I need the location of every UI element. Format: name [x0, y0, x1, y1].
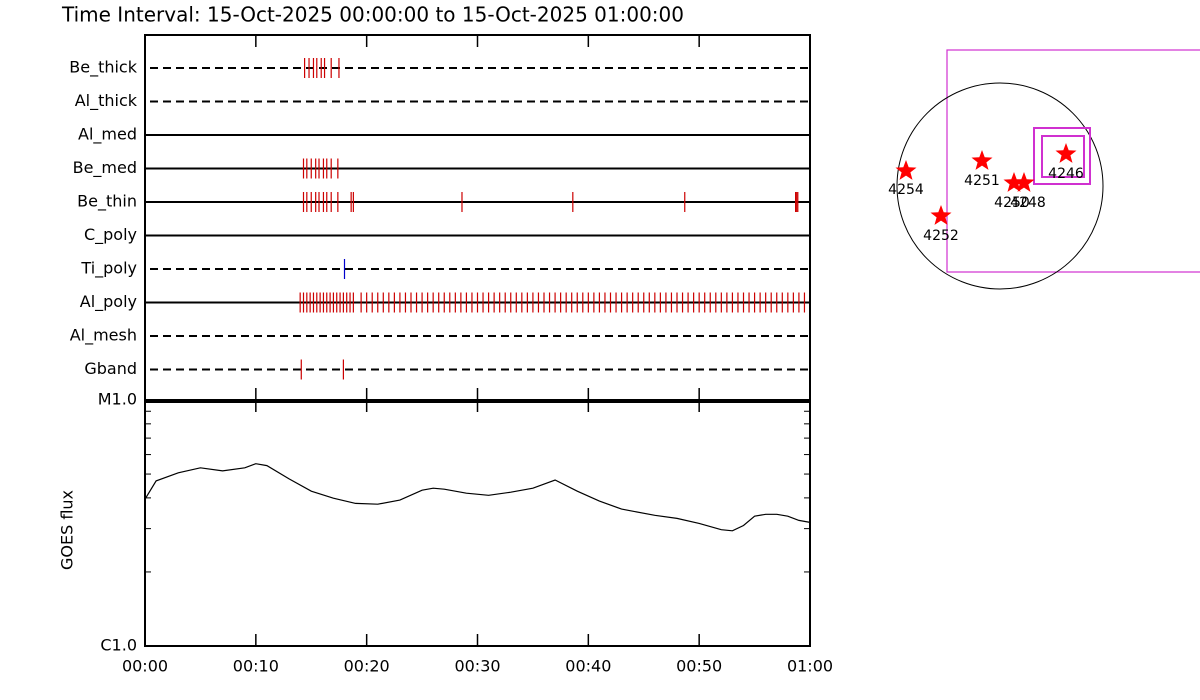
filter-label: Be_thin: [77, 192, 137, 212]
target-box: [1033, 127, 1091, 185]
region-star: [895, 160, 917, 180]
x-tick-label: 01:00: [787, 657, 833, 676]
region-label: 4250: [994, 195, 1030, 211]
target-box-inner: [1041, 135, 1085, 178]
filter-label: Al_mesh: [70, 326, 137, 346]
x-tick-label: 00:30: [454, 657, 500, 676]
filter-label: Be_med: [73, 158, 137, 178]
region-star: [930, 205, 952, 225]
filter-label: Al_poly: [80, 292, 137, 312]
goes-curve: [144, 463, 811, 532]
region-star: [1055, 143, 1077, 163]
y-tick-label: M1.0: [98, 390, 137, 409]
title: Time Interval: 15-Oct-2025 00:00:00 to 1…: [61, 3, 684, 27]
region-label: 4254: [888, 182, 924, 198]
region-label: 4248: [1010, 195, 1046, 211]
x-tick-label: 00:10: [233, 657, 279, 676]
filter-label: Ti_poly: [80, 259, 137, 279]
solar-disk: [896, 82, 1104, 290]
region-label: 4251: [964, 173, 1000, 189]
filter-label: C_poly: [84, 225, 137, 245]
filter-label: Al_thick: [75, 91, 138, 111]
y-tick-label: C1.0: [100, 636, 137, 655]
x-tick-label: 00:00: [122, 657, 168, 676]
fov-box: [946, 49, 1200, 273]
goes-panel: [144, 399, 811, 647]
region-star: [971, 150, 993, 170]
filter-label: Be_thick: [69, 58, 137, 78]
x-tick-label: 00:20: [344, 657, 390, 676]
filter-panel: [144, 34, 811, 403]
filter-label: Al_med: [78, 125, 137, 145]
x-tick-label: 00:40: [565, 657, 611, 676]
region-label: 4246: [1048, 166, 1084, 182]
region-star: [1013, 172, 1035, 192]
x-tick-label: 00:50: [676, 657, 722, 676]
filter-label: Gband: [84, 359, 137, 378]
region-star: [1003, 172, 1025, 192]
y-axis-label: GOES flux: [58, 490, 77, 570]
region-label: 4252: [923, 228, 959, 244]
